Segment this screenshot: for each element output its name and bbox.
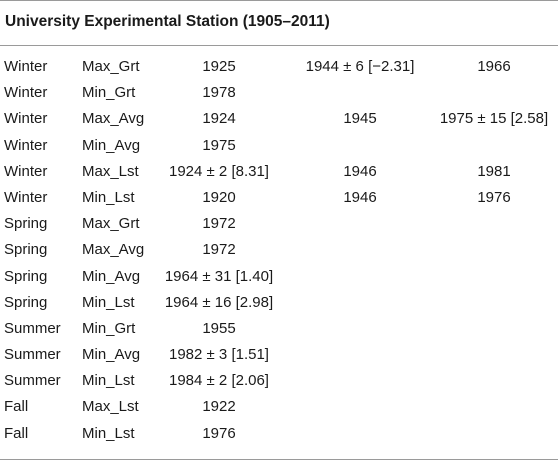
variable-cell: Min_Lst <box>82 188 135 206</box>
variable-cell: Min_Grt <box>82 319 136 337</box>
season-cell: Winter <box>4 162 48 180</box>
variable-cell: Min_Grt <box>82 84 136 102</box>
table-row: Winter Min_Grt 1978 <box>0 80 558 106</box>
variable-cell: Min_Avg <box>82 267 141 285</box>
variable-cell: Min_Avg <box>82 136 141 154</box>
table-row: Summer Min_Grt 1955 <box>0 316 558 342</box>
table-row: Winter Min_Lst 1920 1946 1976 <box>0 185 558 211</box>
variable-cell: Max_Avg <box>82 241 145 259</box>
value-cell-3: 1966 <box>477 58 511 75</box>
value-cell-1: 1972 <box>202 241 236 259</box>
variable-cell: Max_Avg <box>82 110 145 128</box>
table-row: Spring Min_Lst 1964 ± 16 [2.98] <box>0 290 558 316</box>
table-row: Fall Max_Lst 1922 <box>0 394 558 420</box>
table-row: Summer Min_Lst 1984 ± 2 [2.06] <box>0 368 558 394</box>
season-cell: Spring <box>4 293 48 311</box>
value-cell-1: 1924 <box>202 110 236 128</box>
value-cell-1: 1978 <box>202 84 236 102</box>
value-cell-1: 1925 <box>202 58 236 75</box>
value-cell-1: 1972 <box>202 215 236 233</box>
table-row: Winter Max_Grt 1925 1944 ± 6 [−2.31] 196… <box>0 54 558 80</box>
variable-cell: Max_Lst <box>82 162 139 180</box>
value-cell-1: 1964 ± 31 [1.40] <box>164 267 274 285</box>
value-cell-1: 1924 ± 2 [8.31] <box>169 162 269 180</box>
variable-cell: Max_Lst <box>82 398 139 416</box>
value-cell-3: 1975 ± 15 [2.58] <box>439 110 549 128</box>
value-cell-1: 1964 ± 16 [2.98] <box>164 293 274 311</box>
value-cell-2: 1945 <box>343 110 377 128</box>
table-row: Spring Max_Grt 1972 <box>0 211 558 237</box>
table-body: Winter Max_Grt 1925 1944 ± 6 [−2.31] 196… <box>0 54 558 447</box>
season-cell: Spring <box>4 241 48 259</box>
value-cell-1: 1922 <box>202 398 236 416</box>
season-cell: Summer <box>4 346 61 364</box>
season-cell: Winter <box>4 136 48 154</box>
bottom-rule <box>0 459 558 460</box>
value-cell-1: 1976 <box>202 424 236 442</box>
table-row: Fall Min_Lst 1976 <box>0 421 558 447</box>
season-cell: Winter <box>4 84 48 102</box>
value-cell-1: 1955 <box>202 319 236 337</box>
season-cell: Spring <box>4 267 48 285</box>
value-cell-2: 1946 <box>343 162 377 180</box>
value-cell-2: 1944 ± 6 [−2.31] <box>305 58 415 75</box>
season-cell: Summer <box>4 319 61 337</box>
table-row: Winter Max_Lst 1924 ± 2 [8.31] 1946 1981 <box>0 159 558 185</box>
variable-cell: Max_Grt <box>82 58 140 75</box>
value-cell-2: 1946 <box>343 188 377 206</box>
table-row: Winter Max_Avg 1924 1945 1975 ± 15 [2.58… <box>0 106 558 132</box>
season-cell: Summer <box>4 372 61 390</box>
value-cell-1: 1984 ± 2 [2.06] <box>169 372 269 390</box>
value-cell-3: 1976 <box>477 188 511 206</box>
season-cell: Spring <box>4 215 48 233</box>
value-cell-1: 1982 ± 3 [1.51] <box>169 346 269 364</box>
table-row: Winter Min_Avg 1975 <box>0 133 558 159</box>
table-row: Summer Min_Avg 1982 ± 3 [1.51] <box>0 342 558 368</box>
header-rule <box>0 45 558 46</box>
top-rule <box>0 0 558 1</box>
season-cell: Fall <box>4 398 29 416</box>
variable-cell: Min_Lst <box>82 424 135 442</box>
variable-cell: Min_Lst <box>82 293 135 311</box>
variable-cell: Min_Avg <box>82 346 141 364</box>
variable-cell: Min_Lst <box>82 372 135 390</box>
value-cell-3: 1981 <box>477 162 511 180</box>
season-cell: Winter <box>4 188 48 206</box>
variable-cell: Max_Grt <box>82 215 140 233</box>
season-cell: Winter <box>4 110 48 128</box>
season-cell: Fall <box>4 424 29 442</box>
table-row: Spring Max_Avg 1972 <box>0 237 558 263</box>
table-row: Spring Min_Avg 1964 ± 31 [1.40] <box>0 264 558 290</box>
value-cell-1: 1920 <box>202 188 236 206</box>
value-cell-1: 1975 <box>202 136 236 154</box>
season-cell: Winter <box>4 58 48 75</box>
table-title: University Experimental Station (1905–20… <box>5 13 330 30</box>
